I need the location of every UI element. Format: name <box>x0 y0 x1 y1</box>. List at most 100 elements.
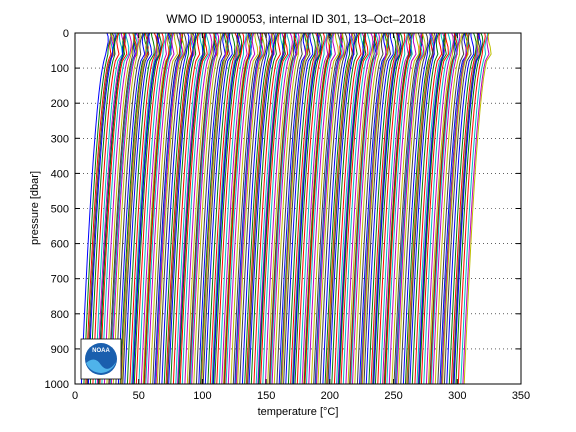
y-tick-label: 400 <box>51 168 69 180</box>
profile-line <box>225 33 254 384</box>
profile-line <box>338 33 367 384</box>
profile-line <box>326 33 354 384</box>
profile-line <box>188 33 217 384</box>
series-group <box>80 33 492 384</box>
profile-line <box>452 33 481 384</box>
profile-line <box>184 33 213 384</box>
profile-line <box>455 33 484 384</box>
profile-line <box>405 33 433 384</box>
profile-line <box>224 33 253 384</box>
profile-line <box>273 33 302 384</box>
profile-line <box>214 33 243 384</box>
profile-line <box>227 33 256 384</box>
profile-line <box>216 33 245 384</box>
profile-line <box>359 33 387 384</box>
profile-line <box>207 33 236 384</box>
profile-line <box>432 33 461 384</box>
profile-line <box>156 33 185 384</box>
profile-line <box>163 33 192 384</box>
profile-line <box>374 33 403 384</box>
profile-line <box>133 33 162 384</box>
profile-line <box>296 33 325 384</box>
profile-line <box>198 33 226 384</box>
profile-line <box>329 33 357 384</box>
profile-line <box>186 33 215 384</box>
profile-line <box>80 33 109 384</box>
profile-line <box>92 33 120 384</box>
profile-line <box>400 33 429 384</box>
y-tick-label: 600 <box>51 239 69 251</box>
profile-line <box>112 33 141 384</box>
profile-line <box>161 33 190 384</box>
profile-line <box>299 33 328 384</box>
profile-line <box>414 33 443 384</box>
profile-line <box>212 33 241 384</box>
x-tick-label: 50 <box>133 390 145 402</box>
profile-line <box>178 33 206 384</box>
profile-line <box>245 33 274 384</box>
profile-line <box>395 33 423 384</box>
profile-line <box>258 33 286 384</box>
profile-line <box>147 33 175 384</box>
profile-line <box>379 33 408 384</box>
profile-line <box>221 33 249 384</box>
profile-line <box>463 33 492 384</box>
profile-line <box>368 33 397 384</box>
profile-line <box>158 33 187 384</box>
profile-line <box>428 33 457 384</box>
profile-line <box>324 33 353 384</box>
y-tick-label: 700 <box>51 274 69 286</box>
profile-line <box>345 33 374 384</box>
chart-title: WMO ID 1900053, internal ID 301, 13–Oct–… <box>166 12 426 26</box>
profile-line <box>132 33 161 384</box>
profile-line <box>195 33 224 384</box>
profile-line <box>396 33 425 384</box>
profile-line <box>124 33 153 384</box>
profile-line <box>237 33 266 384</box>
profile-line <box>315 33 343 384</box>
profile-line <box>145 33 174 384</box>
profile-line <box>179 33 208 384</box>
profile-line <box>372 33 401 384</box>
profile-line <box>354 33 383 384</box>
profile-line <box>202 33 230 384</box>
x-tick-label: 100 <box>193 390 211 402</box>
profile-line <box>230 33 259 384</box>
profile-line <box>170 33 199 384</box>
profile-line <box>172 33 201 384</box>
profile-line <box>241 33 270 384</box>
profile-line <box>441 33 470 384</box>
noaa-logo: NOAA <box>80 338 122 380</box>
y-tick-label: 900 <box>51 344 69 356</box>
profile-line <box>402 33 431 384</box>
profile-line <box>457 33 486 384</box>
profile-line <box>352 33 380 384</box>
profile-line <box>260 33 289 384</box>
profile-line <box>382 33 410 384</box>
profile-line <box>262 33 291 384</box>
profile-line <box>442 33 470 384</box>
profile-line <box>108 33 137 384</box>
profile-line <box>281 33 310 384</box>
profile-line <box>293 33 322 384</box>
profile-line <box>423 33 452 384</box>
profile-line <box>342 33 371 384</box>
profile-line <box>301 33 330 384</box>
x-tick-label: 200 <box>321 390 339 402</box>
profile-line <box>388 33 417 384</box>
profile-line <box>103 33 132 384</box>
profile-line <box>317 33 346 384</box>
profile-line <box>181 33 210 384</box>
profile-line <box>201 33 230 384</box>
profile-line <box>155 33 184 384</box>
profile-line <box>397 33 426 384</box>
profile-line <box>316 33 345 384</box>
profile-line <box>89 33 118 384</box>
profile-line <box>191 33 220 384</box>
profile-line <box>253 33 281 384</box>
y-tick-label: 500 <box>51 204 69 216</box>
profile-line <box>267 33 296 384</box>
profile-line <box>407 33 436 384</box>
profile-line <box>411 33 440 384</box>
